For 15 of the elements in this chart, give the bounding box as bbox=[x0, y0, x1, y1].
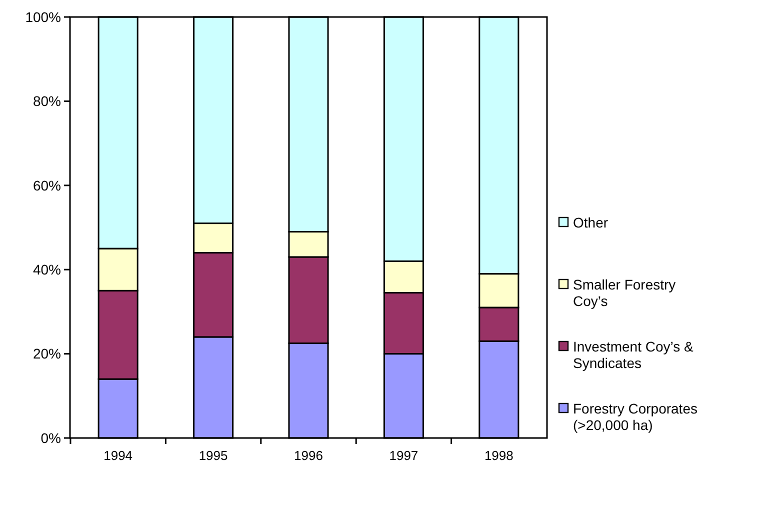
y-tick-label: 0% bbox=[40, 430, 61, 446]
legend-label: Forestry Corporates (>20,000 ha) bbox=[573, 400, 698, 434]
y-tick-label: 80% bbox=[32, 93, 61, 110]
x-tick-label: 1994 bbox=[104, 448, 133, 463]
legend-label: Investment Coy’s & Syndicates bbox=[573, 338, 694, 372]
y-tick-label: 40% bbox=[32, 262, 61, 278]
y-tick-label: 60% bbox=[32, 177, 61, 194]
x-tick-label: 1998 bbox=[484, 448, 514, 463]
x-tick-label: 1997 bbox=[389, 448, 418, 463]
legend-label: Other bbox=[573, 214, 608, 230]
x-tick-label: 1995 bbox=[198, 448, 228, 463]
y-tick-label: 100% bbox=[25, 8, 61, 25]
y-tick-label: 20% bbox=[32, 346, 61, 362]
legend-label: Smaller Forestry Coy’s bbox=[573, 276, 676, 310]
x-tick-label: 1996 bbox=[294, 448, 323, 463]
